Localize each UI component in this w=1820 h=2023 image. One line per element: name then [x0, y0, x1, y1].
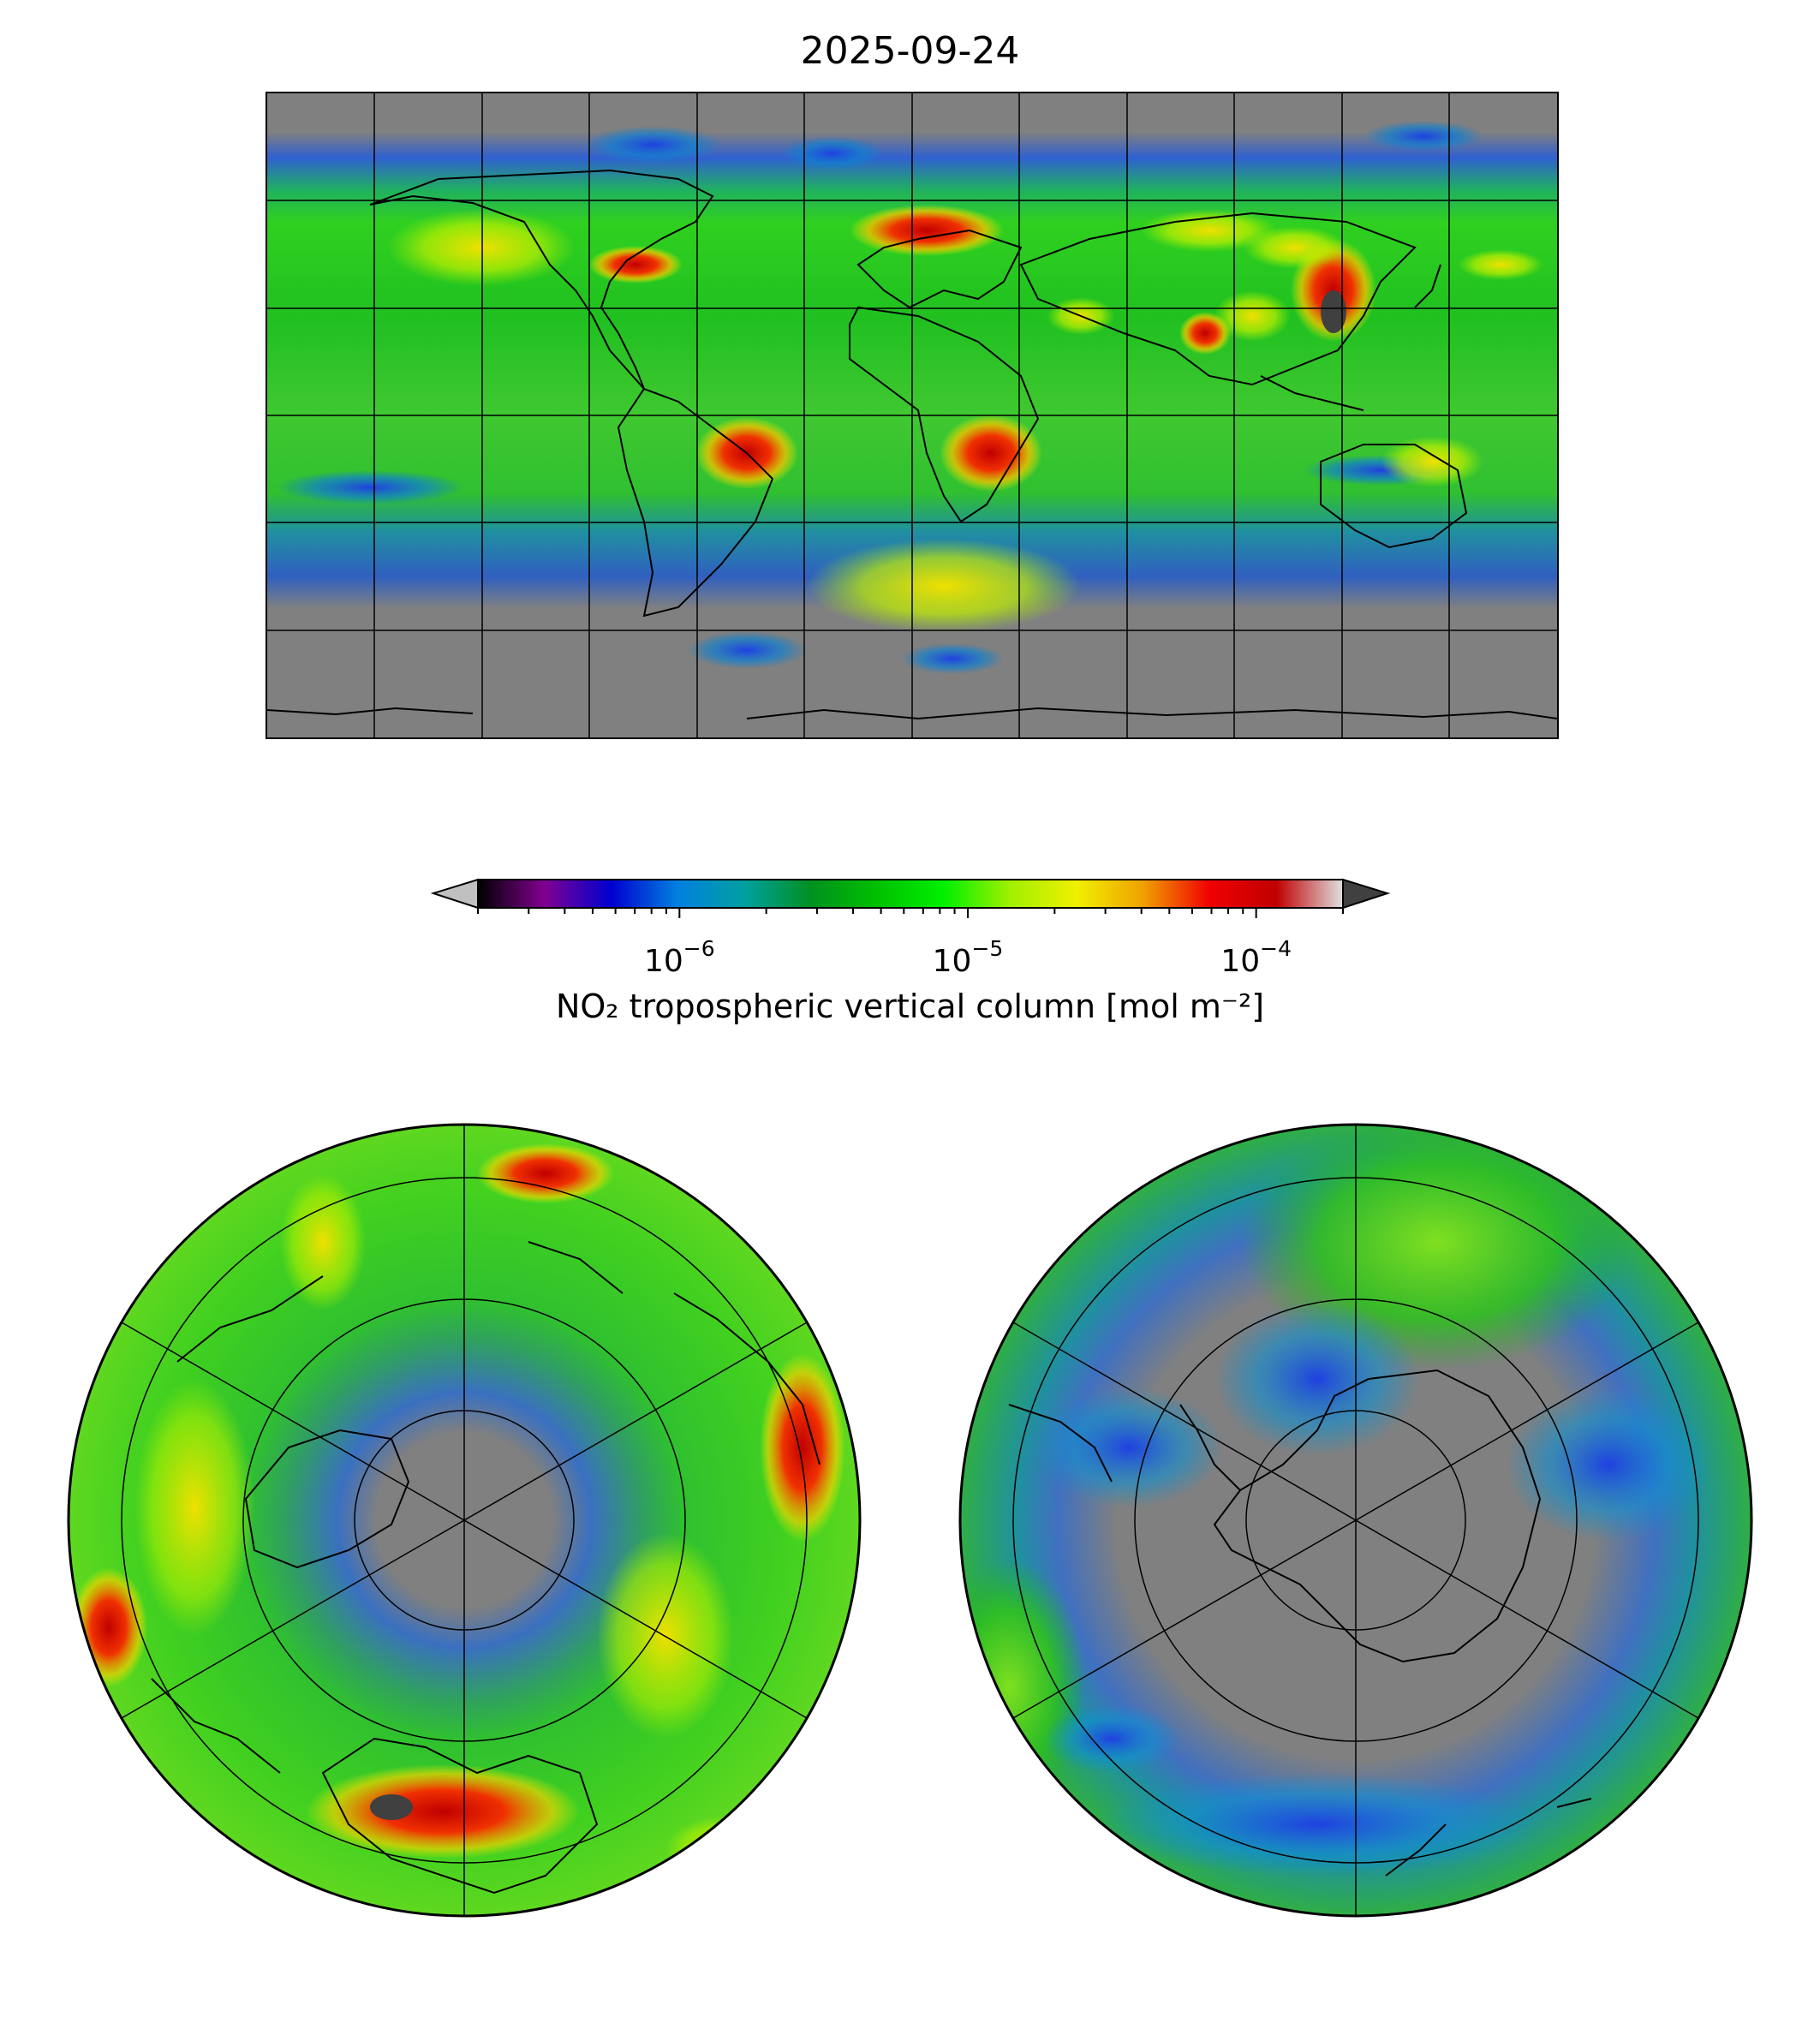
arctic-map-svg	[67, 1123, 862, 1918]
colorbar-bar	[477, 879, 1344, 909]
colorbar-tick-label: 10−5	[932, 936, 1004, 979]
colorbar-tick-label: 10−6	[643, 936, 715, 979]
colorbar-tick-label: 10−4	[1220, 936, 1292, 979]
colorbar-label: NO₂ tropospheric vertical column [mol m⁻…	[555, 988, 1265, 1025]
colorbar-ticks	[477, 908, 1344, 918]
colorbar-over-extension	[1342, 878, 1391, 910]
antarctic-map-svg	[958, 1123, 1753, 1918]
colorbar-under-extension	[430, 878, 479, 910]
global-map-svg	[267, 93, 1557, 737]
figure-title: 2025-09-24	[800, 29, 1020, 73]
arctic-map	[66, 1122, 862, 1919]
global-map	[266, 92, 1559, 739]
antarctic-map	[958, 1122, 1754, 1919]
